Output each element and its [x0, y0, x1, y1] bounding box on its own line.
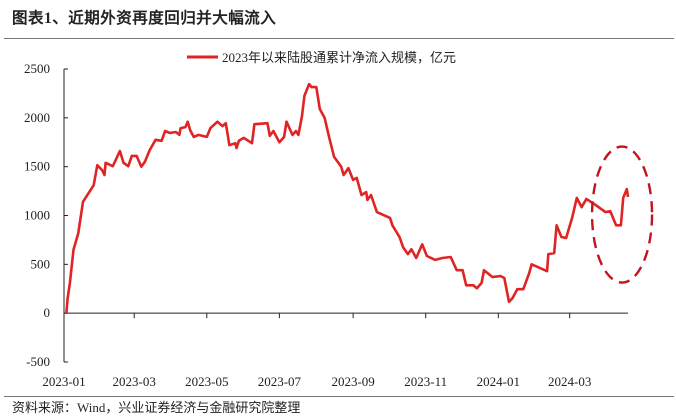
x-tick-label: 2023-07: [258, 374, 302, 389]
x-tick-label: 2023-11: [404, 374, 447, 389]
y-tick-label: 2000: [24, 110, 50, 125]
legend-label: 2023年以来陆股通累计净流入规模，亿元: [222, 50, 456, 65]
x-tick-label: 2023-01: [42, 374, 85, 389]
y-tick-label: 1000: [24, 208, 50, 223]
y-tick-label: 1500: [24, 159, 50, 174]
y-tick-label: 2500: [24, 61, 50, 76]
annotation-ellipse: [590, 145, 654, 284]
x-tick-label: 2023-09: [331, 374, 374, 389]
x-tick-label: 2023-05: [185, 374, 228, 389]
series-line: [65, 82, 630, 314]
top-rule: [4, 38, 674, 39]
y-tick-label: 500: [31, 256, 51, 271]
legend: 2023年以来陆股通累计净流入规模，亿元: [187, 50, 456, 65]
x-tick-label: 2024-03: [548, 374, 591, 389]
x-tick-label: 2023-03: [113, 374, 156, 389]
figure-title: 图表1、近期外资再度回归并大幅流入: [12, 10, 277, 27]
source-note: 资料来源：Wind，兴业证券经济与金融研究院整理: [12, 400, 301, 415]
y-tick-label: -500: [26, 354, 50, 369]
y-tick-label: 0: [44, 305, 51, 320]
x-tick-label: 2024-01: [477, 374, 520, 389]
bottom-rule: [4, 396, 674, 397]
